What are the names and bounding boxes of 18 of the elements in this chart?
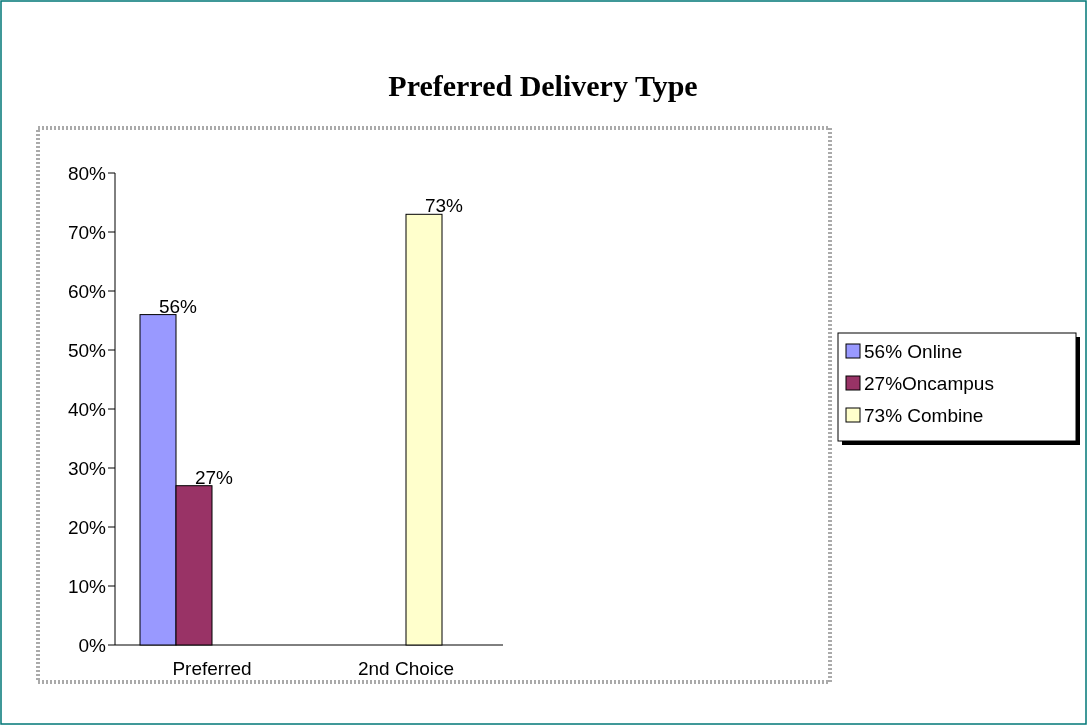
y-tick-label: 70% (67, 222, 107, 243)
chart-title: Preferred Delivery Type (388, 69, 698, 102)
legend-label: 56% Online (864, 341, 963, 362)
x-tick-label: 2nd Choice (357, 658, 455, 679)
y-tick-label: 10% (67, 576, 107, 597)
data-label: 56% (158, 295, 198, 317)
y-tick-label: 40% (67, 399, 107, 420)
y-tick-label: 30% (67, 458, 107, 479)
y-tick-label: 20% (67, 517, 107, 538)
legend-label: 73% Combine (864, 405, 984, 426)
legend-label: 27%Oncampus (864, 373, 994, 394)
y-tick-label: 0% (78, 635, 107, 656)
data-label: 27% (194, 466, 234, 488)
x-tick-label: Preferred (172, 658, 252, 679)
y-tick-label: 50% (67, 340, 107, 361)
y-tick-label: 60% (67, 281, 107, 302)
y-tick-label: 80% (67, 163, 107, 184)
data-label: 73% (424, 195, 464, 217)
